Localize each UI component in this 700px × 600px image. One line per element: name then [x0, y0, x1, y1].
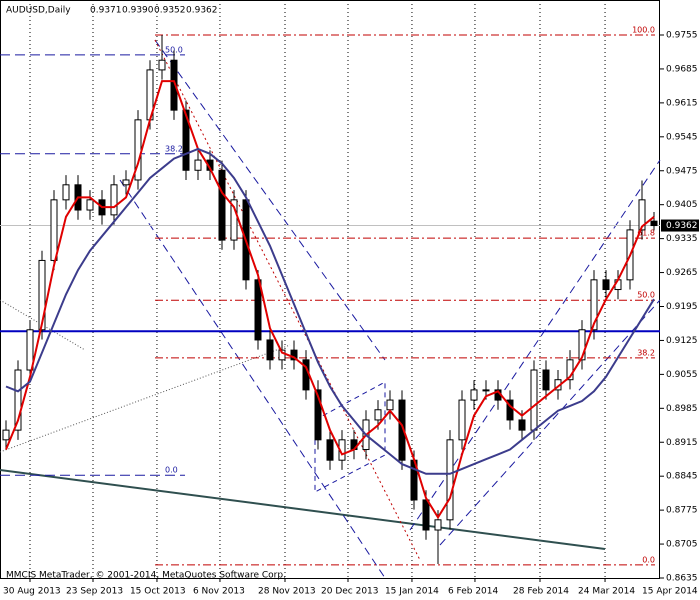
candle-body: [266, 339, 274, 361]
channel-line: [439, 299, 661, 546]
candle-body: [14, 369, 22, 431]
indicator-line: [5, 80, 655, 520]
y-tick-label: 0.9335: [666, 234, 698, 244]
y-tick-label: 0.9125: [666, 336, 698, 346]
candle-body: [290, 349, 298, 361]
y-tick-label: 0.9755: [666, 31, 698, 41]
grid: [29, 0, 606, 578]
indicator-line: [5, 147, 655, 475]
open-label: 0.9371: [90, 6, 122, 16]
candle-body: [518, 419, 526, 431]
close-label: 0.9362: [186, 6, 218, 16]
symbol-label: AUDUSD,Daily: [6, 6, 71, 16]
x-tick-label: 28 Feb 2014: [513, 587, 569, 597]
channel-line: [409, 159, 661, 531]
high-label: 0.9390: [122, 6, 154, 16]
candle-body: [506, 399, 514, 421]
candle-body: [446, 439, 454, 521]
candle-body: [278, 349, 286, 361]
candle-body: [26, 329, 34, 371]
plot-frame: [0, 0, 660, 579]
fibonacci: 100.0 61.8 50.0 38.2 0.0 50.0 38.2 0.0: [0, 26, 655, 566]
fib-label: 38.2: [165, 144, 183, 153]
x-tick-label: 6 Nov 2013: [193, 587, 245, 597]
y-tick-label: 0.8635: [666, 574, 698, 584]
price-box-label: 0.9362: [666, 221, 698, 231]
y-tick-label: 0.9265: [666, 268, 698, 278]
candle-body: [386, 399, 394, 411]
candle-body: [110, 184, 118, 216]
candle-body: [638, 199, 646, 231]
candle-body: [434, 519, 442, 531]
x-tick-label: 20 Dec 2013: [321, 587, 379, 597]
candle-body: [50, 199, 58, 261]
candle-body: [2, 429, 10, 441]
x-tick-label: 15 Apr 2014: [642, 587, 698, 597]
candle-body: [542, 369, 550, 391]
fib-label: 100.0: [632, 26, 655, 35]
x-tick-label: 6 Feb 2014: [448, 587, 499, 597]
candle-body: [86, 199, 94, 211]
candle-body: [194, 159, 202, 171]
candle-body: [254, 279, 262, 341]
y-tick-label: 0.8845: [666, 472, 698, 482]
low-label: 0.9352: [154, 6, 186, 16]
x-tick-label: 30 Aug 2013: [3, 587, 61, 597]
y-tick-label: 0.8985: [666, 404, 698, 414]
fib-label: 50.0: [637, 291, 655, 300]
candle-body: [482, 389, 490, 392]
candle-body: [62, 184, 70, 201]
flag-channel: [314, 381, 386, 493]
fib-label: 0.0: [642, 555, 655, 564]
candle-body: [326, 439, 334, 461]
candle-body: [182, 109, 190, 171]
candle-body: [230, 199, 238, 241]
candle-body: [158, 59, 166, 71]
copyright: MMCIS MetaTrader, © 2001-2014, MetaQuote…: [6, 571, 286, 581]
price-box: [661, 219, 699, 232]
y-tick-label: 0.8705: [666, 540, 698, 550]
candle-body: [314, 389, 322, 441]
candle-body: [578, 329, 586, 361]
y-tick-label: 0.9055: [666, 370, 698, 380]
candle-body: [650, 220, 658, 227]
fib-label: 61.8: [637, 229, 655, 238]
y-tick-label: 0.9545: [666, 132, 698, 142]
x-tick-label: 15 Oct 2013: [130, 587, 186, 597]
fib-label: 0.0: [165, 466, 178, 475]
y-tick-label: 0.9195: [666, 302, 698, 312]
x-tick-label: 28 Nov 2013: [258, 587, 316, 597]
channel-line: [119, 179, 386, 579]
candle-body: [374, 409, 382, 421]
y-tick-label: 0.9685: [666, 64, 698, 74]
x-tick-label: 23 Sep 2013: [66, 587, 123, 597]
candle-body: [602, 279, 610, 291]
trend-line: [0, 469, 606, 550]
y-tick-label: 0.9475: [666, 166, 698, 176]
y-tick-label: 0.9405: [666, 200, 698, 210]
x-tick-label: 24 Mar 2014: [578, 587, 635, 597]
candle-body: [530, 369, 538, 431]
fib-label: 38.2: [637, 348, 655, 357]
y-tick-label: 0.8775: [666, 506, 698, 516]
candle-body: [470, 389, 478, 401]
candle-body: [38, 259, 46, 331]
trend-line: [0, 344, 291, 453]
marks: [0, 35, 660, 564]
candle-body: [398, 399, 406, 461]
candle-body: [218, 169, 226, 241]
drawing-objects: [0, 39, 661, 579]
channel-line: [154, 39, 386, 361]
candle-body: [566, 359, 574, 381]
x-tick-label: 15 Jan 2014: [385, 587, 439, 597]
candle-body: [458, 399, 466, 441]
candle-body: [422, 499, 430, 531]
candle-body: [170, 59, 178, 111]
y-tick-label: 0.8915: [666, 438, 698, 448]
candle-body: [590, 279, 598, 331]
candle-body: [122, 179, 130, 186]
y-tick-label: 0.9615: [666, 98, 698, 108]
fib-label: 50.0: [165, 45, 183, 54]
